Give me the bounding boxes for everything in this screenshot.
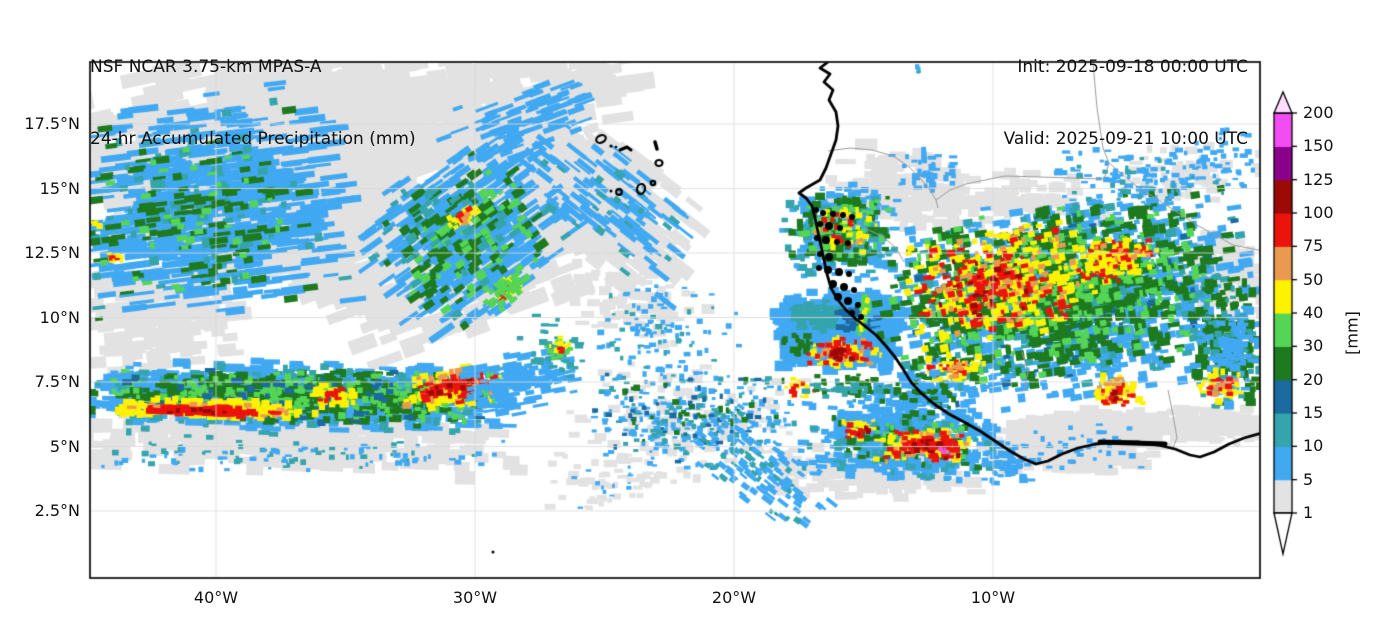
y-tick-175N: 17.5°N xyxy=(24,114,80,133)
y-tick-75N: 7.5°N xyxy=(34,372,80,391)
colorbar-tick-50: 50 xyxy=(1303,269,1324,289)
colorbar-tick-5: 5 xyxy=(1303,469,1314,489)
colorbar-tick-75: 75 xyxy=(1303,236,1324,256)
colorbar-tick-10: 10 xyxy=(1303,436,1324,456)
colorbar-tick-100: 100 xyxy=(1303,203,1334,222)
time-info: Init: 2025-09-18 00:00 UTC Valid: 2025-0… xyxy=(1004,7,1248,199)
x-tick-10W: 10°W xyxy=(970,588,1016,607)
x-tick-30W: 30°W xyxy=(452,588,498,607)
valid-time-label: Valid: 2025-09-21 10:00 UTC xyxy=(1003,129,1248,149)
colorbar-tick-20: 20 xyxy=(1303,369,1324,389)
y-tick-10N: 10°N xyxy=(39,307,80,327)
x-tick-20W: 20°W xyxy=(711,588,757,607)
colorbar-tick-200: 200 xyxy=(1303,103,1334,122)
plot-title: NSF NCAR 3.75-km MPAS-A 24-hr Accumulate… xyxy=(90,7,416,199)
plot-title-line2: 24-hr Accumulated Precipitation (mm) xyxy=(90,129,416,149)
init-time-label: Init: 2025-09-18 00:00 UTC xyxy=(1017,57,1248,77)
colorbar-tick-1: 1 xyxy=(1303,503,1314,522)
y-tick-25N: 2.5°N xyxy=(34,501,80,520)
x-tick-40W: 40°W xyxy=(193,588,239,607)
y-tick-125N: 12.5°N xyxy=(24,243,80,262)
colorbar-tick-15: 15 xyxy=(1303,403,1324,422)
colorbar-tick-150: 150 xyxy=(1303,136,1334,156)
colorbar-tick-30: 30 xyxy=(1303,336,1324,356)
colorbar-unit-label: [mm] xyxy=(1342,311,1362,355)
y-tick-15N: 15°N xyxy=(39,178,80,198)
plot-title-line1: NSF NCAR 3.75-km MPAS-A xyxy=(90,57,322,77)
y-tick-5N: 5°N xyxy=(49,436,80,456)
colorbar-tick-125: 125 xyxy=(1303,169,1334,189)
colorbar-tick-40: 40 xyxy=(1303,303,1324,322)
